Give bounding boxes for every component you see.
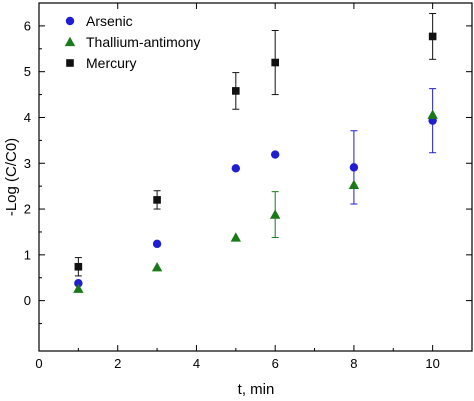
y-tick-label: 3 [24,156,31,171]
y-tick-label: 1 [24,247,31,262]
data-series [73,13,438,293]
data-point [74,279,83,288]
legend-marker [65,16,75,26]
data-point [270,150,280,159]
data-point [231,164,241,173]
data-point [153,196,161,204]
y-tick-label: 2 [24,202,31,217]
x-tick-label: 10 [425,356,439,371]
y-tick-label: 5 [24,64,31,79]
series-mercury [74,13,437,277]
data-point [74,262,83,271]
x-tick-label: 8 [350,356,357,371]
y-axis-label: -Log (C/C0) [3,138,20,216]
y-tick-label: 4 [24,110,31,125]
x-tick-label: 0 [35,356,42,371]
legend-label: Mercury [86,55,137,71]
series-arsenic [74,88,437,288]
data-point [151,262,163,272]
x-axis-label: t, min [238,381,275,398]
legend-marker [66,59,74,67]
legend-label: Arsenic [86,13,133,29]
data-point [73,283,84,293]
data-point [271,58,279,67]
data-point [348,179,360,189]
series-thallium-antimony [73,109,438,293]
data-point [232,87,240,95]
y-tick-label: 0 [24,293,31,308]
x-axis: 0 2 4 6 8 10 [35,3,473,371]
x-tick-label: 4 [193,356,200,371]
data-point [349,163,359,172]
plot-frame [38,2,473,352]
x-tick-label: 6 [272,356,279,371]
data-point [427,109,438,119]
data-point [230,232,242,242]
legend-label: Thallium-antimony [86,34,200,50]
data-point [428,32,437,41]
x-tick-label: 2 [114,356,121,371]
legend: Arsenic Thallium-antimony Mercury [64,13,200,71]
legend-marker [64,36,76,47]
y-tick-label: 6 [24,18,31,33]
y-axis: 0 1 2 3 4 5 6 [24,2,472,325]
data-point [152,239,162,249]
data-point [269,209,281,219]
